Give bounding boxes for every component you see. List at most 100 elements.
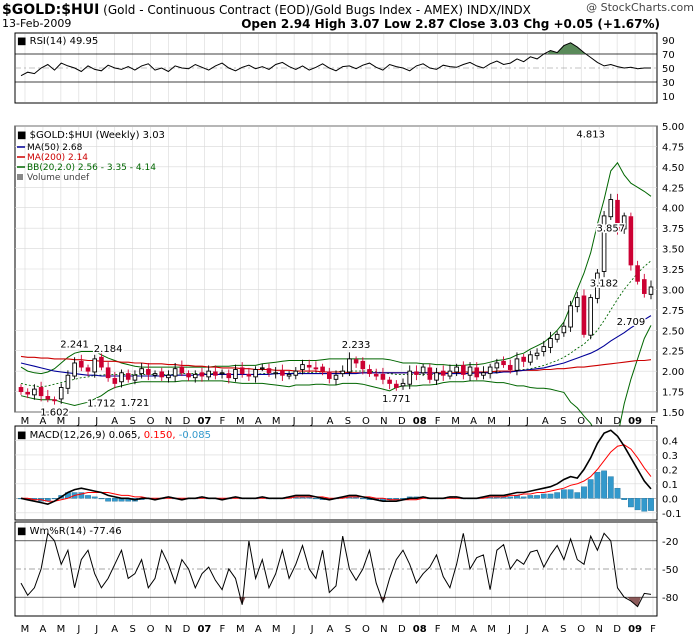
candle-body bbox=[233, 369, 238, 379]
month-label-bottom: A bbox=[111, 624, 118, 635]
macd-panel bbox=[14, 425, 658, 521]
williams-tick-label: -80 bbox=[662, 593, 678, 604]
month-label-bottom: F bbox=[435, 624, 441, 635]
month-label-bottom: S bbox=[345, 624, 351, 635]
williams-tick-label: -20 bbox=[662, 537, 678, 548]
candle-body bbox=[25, 391, 30, 395]
candle-body bbox=[534, 352, 540, 357]
month-label-bottom: J bbox=[292, 624, 296, 635]
month-label-top: D bbox=[183, 416, 191, 427]
month-label-top: S bbox=[345, 416, 351, 427]
rsi-overbought-fill bbox=[547, 42, 588, 54]
price-tick-label: 4.25 bbox=[662, 183, 684, 194]
candle-body bbox=[132, 374, 138, 381]
candle-body bbox=[434, 372, 439, 381]
rsi-tick-label: 70 bbox=[662, 50, 675, 61]
month-label-top: 08 bbox=[413, 416, 427, 427]
stockcharts-watermark: @ StockCharts.com bbox=[586, 1, 694, 14]
month-label-bottom: A bbox=[255, 624, 262, 635]
williams-legend: ■ Wm%R(14) -77.46 bbox=[17, 526, 122, 537]
candle-body bbox=[179, 366, 185, 374]
macd-tick-label: 0.0 bbox=[662, 494, 678, 505]
ma50-legend: MA(50) 2.68 bbox=[27, 143, 83, 153]
price-tick-label: 1.75 bbox=[662, 388, 684, 399]
month-label-bottom: J bbox=[94, 624, 98, 635]
month-label-top: J bbox=[76, 416, 80, 427]
chart-header: $GOLD:$HUI (Gold - Continuous Contract (… bbox=[0, 0, 700, 32]
price-annotation: 1.602 bbox=[40, 408, 69, 419]
macd-tick-label: -0.1 bbox=[662, 509, 682, 520]
macd-histogram-bar bbox=[587, 479, 594, 499]
close-value: 3.03 bbox=[489, 17, 520, 31]
candle-body bbox=[213, 371, 218, 376]
month-label-top: N bbox=[165, 416, 172, 427]
macd-tick-label: 0.3 bbox=[662, 451, 678, 462]
macd-histogram-bar bbox=[614, 487, 621, 499]
candle-body bbox=[327, 371, 332, 379]
macd-legend-hist: -0.085 bbox=[179, 430, 211, 441]
candle-body bbox=[568, 305, 573, 328]
month-label-top: M bbox=[451, 416, 460, 427]
month-label-top: A bbox=[542, 416, 549, 427]
macd-histogram-bar bbox=[607, 476, 614, 499]
candle-body bbox=[467, 366, 473, 376]
macd-histogram-bar bbox=[527, 495, 534, 499]
candle-body bbox=[18, 387, 24, 393]
candle-body bbox=[259, 367, 265, 370]
candle-body bbox=[514, 358, 520, 371]
month-label-top: J bbox=[507, 416, 511, 427]
bb-upper-line bbox=[20, 161, 652, 375]
candle-body bbox=[52, 399, 57, 402]
price-tick-label: 3.25 bbox=[662, 265, 684, 276]
macd-histogram-bar bbox=[641, 498, 648, 512]
month-label-bottom: J bbox=[525, 624, 529, 635]
candle-body bbox=[588, 297, 593, 336]
williams-line bbox=[20, 532, 652, 608]
month-label-top: J bbox=[525, 416, 529, 427]
macd-histogram-bar bbox=[51, 498, 58, 500]
candle-body bbox=[92, 358, 98, 373]
price-tick-label: 3.50 bbox=[662, 245, 684, 256]
candle-body bbox=[253, 369, 258, 378]
month-label-top: F bbox=[435, 416, 441, 427]
candle-body bbox=[581, 295, 587, 335]
month-label-bottom: M bbox=[236, 624, 245, 635]
month-label-top: J bbox=[94, 416, 98, 427]
month-label-top: 09 bbox=[628, 416, 642, 427]
rsi-legend: ■ RSI(14) 49.95 bbox=[17, 36, 98, 47]
candle-body bbox=[139, 368, 144, 375]
month-label-top: M bbox=[21, 416, 30, 427]
ma200-legend: MA(200) 2.14 bbox=[27, 153, 88, 163]
month-label-bottom: A bbox=[542, 624, 549, 635]
candle-body bbox=[32, 388, 37, 396]
month-label-top: F bbox=[650, 416, 656, 427]
month-label-bottom: 07 bbox=[197, 624, 211, 635]
candle-body bbox=[407, 370, 413, 385]
price-tick-label: 2.75 bbox=[662, 306, 684, 317]
candle-body bbox=[373, 373, 379, 377]
month-label-top: A bbox=[255, 416, 262, 427]
price-tick-label: 4.50 bbox=[662, 163, 684, 174]
month-label-bottom: O bbox=[147, 624, 155, 635]
month-label-bottom: F bbox=[219, 624, 225, 635]
month-label-bottom: A bbox=[470, 624, 477, 635]
price-tick-label: 2.25 bbox=[662, 347, 684, 358]
macd-histogram-bar bbox=[547, 493, 554, 499]
month-label-top: A bbox=[470, 416, 477, 427]
month-label-top: A bbox=[327, 416, 334, 427]
candle-body bbox=[166, 374, 171, 379]
high-value: 3.07 bbox=[350, 17, 380, 31]
month-label-top: N bbox=[595, 416, 602, 427]
macd-tick-label: 0.2 bbox=[662, 465, 678, 476]
price-annotation: 1.771 bbox=[382, 394, 411, 405]
candle-body bbox=[65, 374, 71, 389]
month-label-top: S bbox=[560, 416, 566, 427]
month-label-bottom: D bbox=[183, 624, 191, 635]
candle-body bbox=[367, 369, 372, 375]
williams-oversold-fill bbox=[627, 597, 641, 607]
candle-body bbox=[507, 364, 513, 370]
symbol: $GOLD:$HUI bbox=[2, 2, 100, 18]
macd-histogram-bar bbox=[634, 498, 641, 511]
month-label-top: M bbox=[487, 416, 496, 427]
